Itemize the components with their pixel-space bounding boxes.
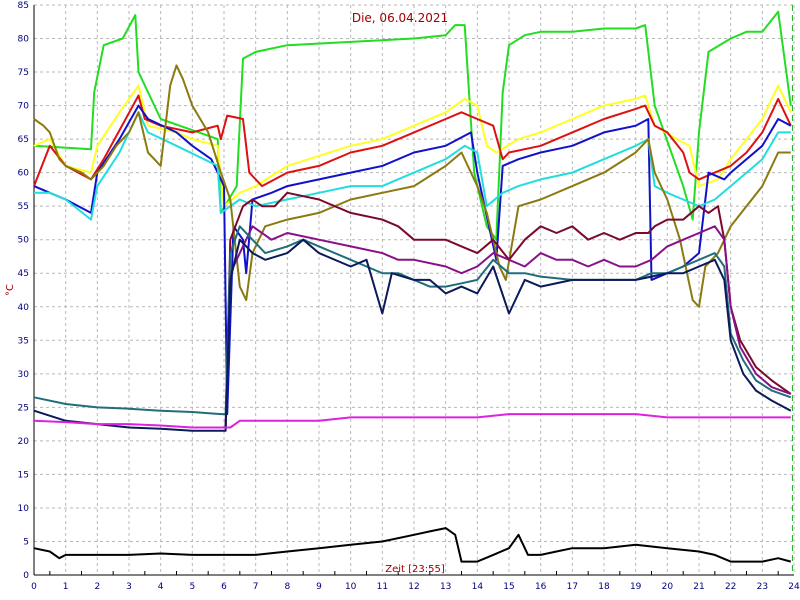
y-tick-label: 55 [18, 202, 29, 212]
x-tick-label: 22 [725, 582, 736, 592]
series-line-12 [33, 527, 792, 563]
y-tick-label: 35 [18, 336, 29, 346]
x-tick-label: 21 [693, 582, 704, 592]
x-tick-label: 5 [189, 582, 195, 592]
x-tick-label: 15 [503, 582, 514, 592]
x-tick-label: 14 [472, 582, 484, 592]
x-tick-label: 7 [253, 582, 259, 592]
y-tick-label: 20 [18, 437, 30, 447]
x-tick-label: 18 [598, 582, 610, 592]
y-tick-label: 80 [18, 35, 30, 45]
y-tick-label: 70 [18, 102, 30, 112]
series-line-2 [33, 84, 792, 208]
x-tick-label: 9 [316, 582, 322, 592]
x-tick-label: 11 [377, 582, 388, 592]
y-tick-label: 30 [18, 370, 30, 380]
y-tick-label: 45 [18, 269, 29, 279]
x-tick-label: 13 [440, 582, 451, 592]
grid [33, 4, 795, 576]
y-tick-label: 65 [18, 135, 29, 145]
y-tick-label: 85 [18, 1, 29, 11]
y-tick-label: 40 [18, 303, 30, 313]
series-group [33, 10, 792, 563]
series-line-11 [33, 413, 791, 429]
y-tick-label: 10 [18, 504, 30, 514]
chart-title: Die, 06.04.2021 [352, 11, 448, 25]
x-tick-label: 19 [630, 582, 642, 592]
x-tick-label: 17 [567, 582, 578, 592]
series-line-7 [220, 191, 792, 429]
y-tick-label: 0 [23, 571, 29, 581]
y-tick-label: 15 [18, 470, 29, 480]
x-tick-label: 1 [63, 582, 69, 592]
x-tick-label: 24 [788, 582, 800, 592]
series-line-8 [220, 225, 792, 429]
x-axis-label: Zeit [23:55] [385, 564, 445, 575]
x-tick-label: 2 [94, 582, 100, 592]
y-tick-label: 5 [23, 537, 29, 547]
x-tick-label: 3 [126, 582, 132, 592]
y-axis-label: °C [5, 284, 16, 296]
x-tick-label: 23 [757, 582, 768, 592]
x-tick-label: 0 [31, 582, 37, 592]
series-line-10 [33, 238, 792, 432]
x-tick-label: 4 [158, 582, 164, 592]
x-tick-label: 20 [662, 582, 674, 592]
x-tick-label: 8 [284, 582, 290, 592]
y-tick-label: 60 [18, 169, 30, 179]
tick-labels: 0 1 2 3 4 5 6 7 8 9 10 11 12 13 14 15 16 17 18 19 20 21 22 23 24… [18, 1, 800, 592]
x-tick-label: 6 [221, 582, 227, 592]
axes [33, 5, 794, 576]
y-tick-label: 75 [18, 68, 29, 78]
y-tick-label: 25 [18, 403, 29, 413]
x-tick-label: 16 [535, 582, 547, 592]
y-tick-label: 50 [18, 236, 30, 246]
x-tick-label: 10 [345, 582, 357, 592]
x-tick-label: 12 [408, 582, 419, 592]
